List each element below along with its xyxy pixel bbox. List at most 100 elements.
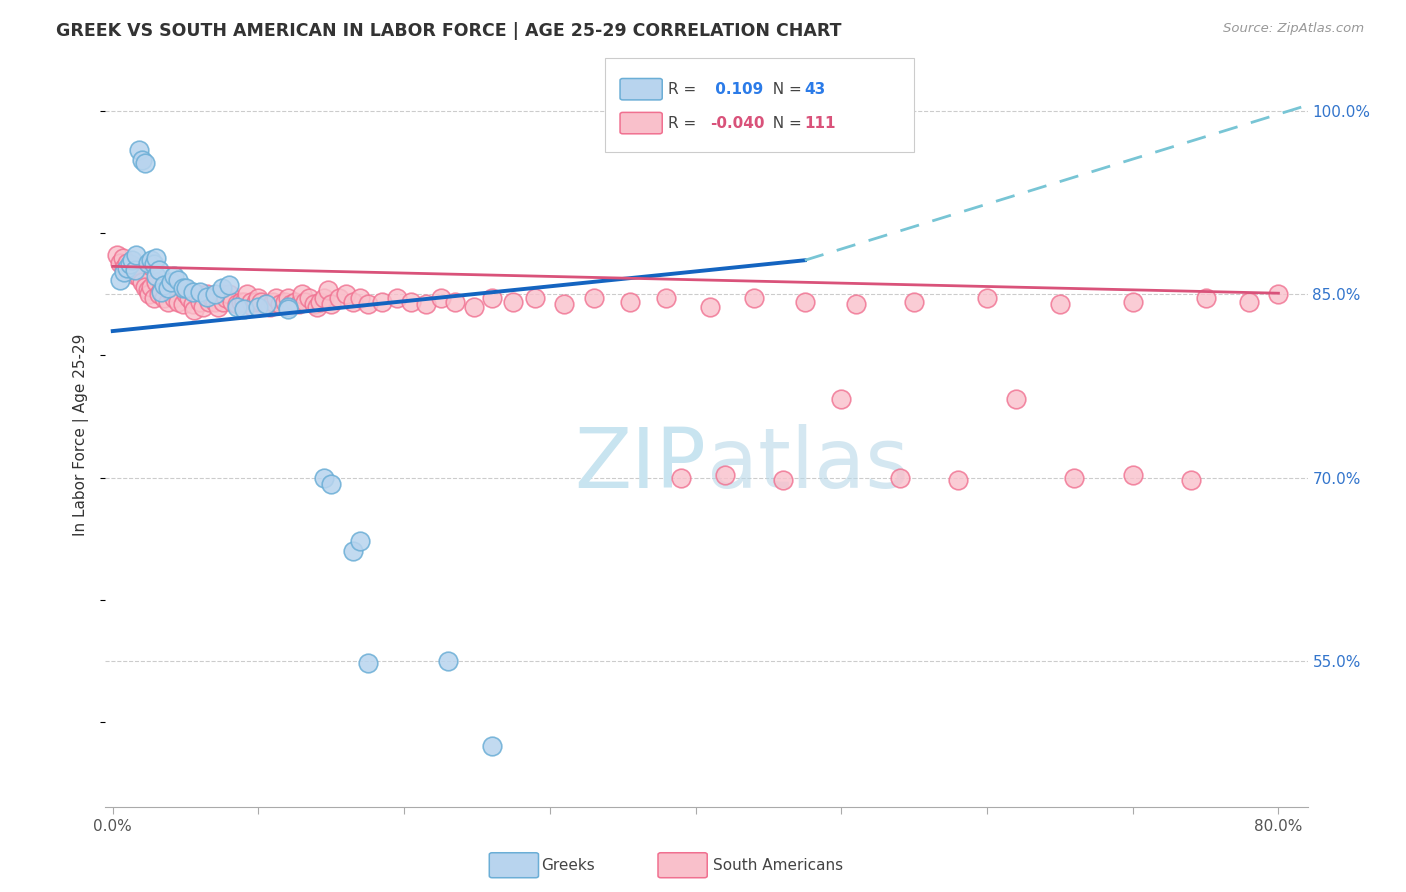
- Point: [139, 253, 162, 268]
- Point: [385, 291, 408, 305]
- Point: [245, 294, 267, 309]
- Point: [131, 153, 153, 168]
- Point: [437, 654, 460, 668]
- Point: [105, 248, 128, 262]
- Text: 0.109: 0.109: [710, 82, 763, 96]
- Point: [186, 287, 208, 301]
- Point: [188, 285, 211, 299]
- Point: [288, 297, 311, 311]
- Point: [582, 291, 605, 305]
- Point: [976, 291, 998, 305]
- Point: [181, 285, 204, 299]
- Text: Source: ZipAtlas.com: Source: ZipAtlas.com: [1223, 22, 1364, 36]
- Point: [125, 260, 148, 275]
- Point: [160, 275, 183, 289]
- Point: [1122, 468, 1144, 483]
- Point: [174, 287, 197, 301]
- Point: [139, 280, 162, 294]
- Point: [112, 260, 135, 275]
- Point: [167, 294, 190, 309]
- Point: [305, 300, 328, 314]
- Point: [128, 144, 150, 158]
- Point: [121, 258, 143, 272]
- Point: [207, 300, 229, 314]
- Point: [1005, 392, 1028, 407]
- Y-axis label: In Labor Force | Age 25-29: In Labor Force | Age 25-29: [73, 334, 90, 536]
- Text: ZIP: ZIP: [575, 424, 707, 505]
- Text: N =: N =: [763, 82, 807, 96]
- Point: [172, 281, 194, 295]
- Point: [328, 291, 350, 305]
- Point: [247, 291, 270, 305]
- Point: [553, 297, 575, 311]
- Point: [335, 287, 357, 301]
- Point: [128, 270, 150, 285]
- Point: [112, 265, 135, 279]
- Text: -0.040: -0.040: [710, 116, 765, 130]
- Point: [742, 291, 765, 305]
- Point: [136, 255, 159, 269]
- Text: N =: N =: [763, 116, 807, 130]
- Point: [117, 255, 139, 269]
- Point: [121, 253, 143, 268]
- Point: [1180, 473, 1202, 487]
- Text: R =: R =: [668, 116, 702, 130]
- Point: [111, 251, 134, 265]
- Point: [148, 287, 170, 301]
- Point: [108, 255, 131, 269]
- Point: [191, 300, 214, 314]
- Point: [136, 283, 159, 297]
- Point: [312, 470, 335, 484]
- Point: [444, 294, 467, 309]
- Point: [259, 300, 281, 314]
- Point: [1194, 291, 1216, 305]
- Point: [218, 277, 240, 292]
- Point: [298, 291, 321, 305]
- Point: [264, 291, 287, 305]
- Point: [125, 248, 148, 262]
- Point: [188, 294, 211, 309]
- Point: [669, 470, 692, 484]
- Point: [312, 291, 335, 305]
- Point: [321, 476, 343, 491]
- Point: [204, 294, 226, 309]
- Point: [215, 291, 238, 305]
- Point: [247, 300, 270, 314]
- Point: [277, 302, 299, 317]
- Point: [1049, 297, 1071, 311]
- Point: [254, 297, 277, 311]
- Point: [273, 294, 295, 309]
- Text: South Americans: South Americans: [713, 858, 844, 872]
- Text: 111: 111: [804, 116, 835, 130]
- Point: [713, 468, 735, 483]
- Point: [308, 294, 330, 309]
- Point: [280, 297, 302, 311]
- Point: [1267, 287, 1289, 301]
- Point: [108, 273, 131, 287]
- Point: [134, 280, 156, 294]
- Point: [163, 291, 186, 305]
- Point: [349, 291, 371, 305]
- Point: [148, 263, 170, 277]
- Point: [463, 300, 485, 314]
- Point: [197, 290, 219, 304]
- Point: [250, 294, 273, 309]
- Text: Greeks: Greeks: [541, 858, 595, 872]
- Point: [145, 269, 167, 284]
- Point: [211, 281, 233, 295]
- Point: [120, 263, 142, 277]
- Point: [262, 294, 284, 309]
- Point: [401, 294, 423, 309]
- Point: [284, 294, 307, 309]
- Point: [1063, 470, 1085, 484]
- Text: GREEK VS SOUTH AMERICAN IN LABOR FORCE | AGE 25-29 CORRELATION CHART: GREEK VS SOUTH AMERICAN IN LABOR FORCE |…: [56, 22, 842, 40]
- Point: [212, 294, 235, 309]
- Point: [197, 287, 219, 301]
- Point: [699, 300, 721, 314]
- Point: [181, 297, 204, 311]
- Point: [415, 297, 437, 311]
- Point: [291, 287, 314, 301]
- Point: [124, 268, 146, 282]
- Point: [177, 291, 200, 305]
- Point: [172, 297, 194, 311]
